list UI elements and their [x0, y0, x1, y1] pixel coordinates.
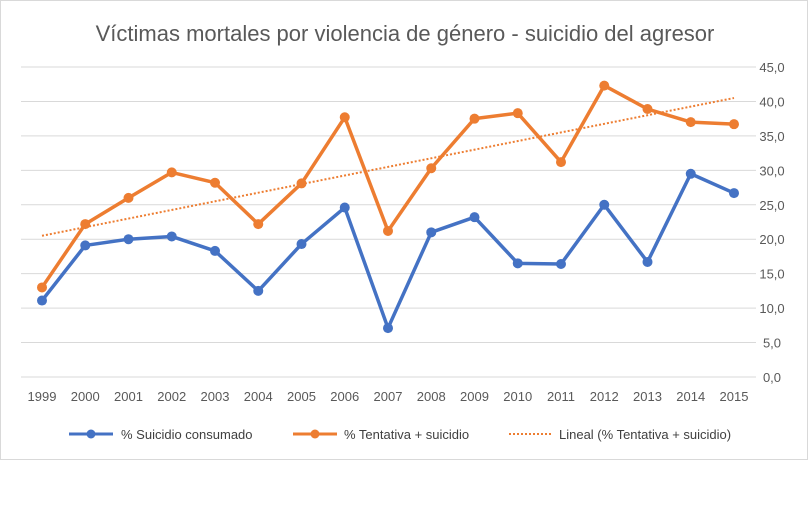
data-point [123, 192, 134, 203]
x-tick-label: 2002 [157, 389, 186, 404]
x-tick-label: 2000 [71, 389, 100, 404]
series-line-1 [40, 83, 735, 289]
data-point [383, 323, 393, 334]
line-chart: Víctimas mortales por violencia de géner… [21, 21, 785, 442]
data-point [253, 219, 264, 230]
series-line-0 [40, 172, 735, 330]
data-point [685, 117, 696, 128]
data-point [123, 234, 134, 245]
x-tick-label: 1999 [28, 389, 57, 404]
x-tick-label: 2003 [201, 389, 230, 404]
legend-label-tentativa: % Tentativa + suicidio [344, 427, 469, 442]
legend: % Suicidio consumado % Tentativa + suici… [69, 427, 731, 442]
legend-label-trend: Lineal (% Tentativa + suicidio) [559, 427, 731, 442]
chart-frame: Víctimas mortales por violencia de géner… [0, 0, 808, 460]
data-point [210, 245, 220, 256]
data-point [729, 188, 739, 199]
x-tick-label: 2004 [244, 389, 273, 404]
data-point [166, 167, 177, 178]
data-point [426, 163, 437, 174]
x-tick-label: 2009 [460, 389, 489, 404]
series-layer [37, 80, 739, 334]
y-tick-label: 0,0 [763, 370, 781, 385]
x-tick-label: 2007 [374, 389, 403, 404]
x-axis-ticks: 1999 2000 2001 2002 2003 2004 2005 2006 2007 2008… [28, 389, 749, 404]
data-point [729, 119, 739, 130]
y-tick-label: 40,0 [759, 94, 784, 109]
data-point [599, 80, 610, 91]
x-tick-label: 2008 [417, 389, 446, 404]
x-tick-label: 2012 [590, 389, 619, 404]
data-point [166, 231, 177, 242]
data-point [469, 212, 480, 223]
x-tick-label: 2006 [330, 389, 359, 404]
data-point [253, 285, 264, 296]
x-tick-label: 2001 [114, 389, 143, 404]
data-point [296, 239, 307, 250]
chart-title: Víctimas mortales por violencia de géner… [96, 21, 715, 46]
trendline-layer [41, 97, 735, 237]
data-point [512, 108, 523, 119]
y-tick-label: 20,0 [759, 232, 784, 247]
x-tick-label: 2010 [503, 389, 532, 404]
legend-label-suicidio: % Suicidio consumado [121, 427, 253, 442]
gridlines [21, 66, 756, 378]
data-point [37, 282, 47, 293]
y-tick-label: 15,0 [759, 267, 784, 282]
trendline [41, 97, 735, 237]
data-point [80, 219, 91, 230]
data-point [556, 259, 566, 270]
data-point [599, 199, 610, 210]
y-tick-label: 10,0 [759, 301, 784, 316]
y-tick-label: 30,0 [759, 163, 784, 178]
x-tick-label: 2005 [287, 389, 316, 404]
y-tick-label: 25,0 [759, 198, 784, 213]
data-point [469, 113, 480, 124]
x-tick-label: 2014 [676, 389, 705, 404]
data-point [80, 240, 91, 251]
data-point [339, 202, 350, 213]
data-point [642, 104, 653, 115]
y-tick-label: 5,0 [763, 336, 781, 351]
x-tick-label: 2015 [720, 389, 749, 404]
data-point [426, 227, 437, 238]
data-point [210, 177, 220, 188]
x-tick-label: 2013 [633, 389, 662, 404]
data-point [296, 178, 307, 189]
y-tick-label: 45,0 [759, 60, 784, 75]
data-point [642, 256, 653, 267]
data-point [37, 295, 47, 306]
legend-marker-tentativa [310, 429, 320, 439]
data-point [685, 168, 696, 179]
x-tick-label: 2011 [547, 389, 575, 404]
data-point [339, 112, 350, 123]
data-point [512, 258, 523, 269]
y-tick-label: 35,0 [759, 129, 784, 144]
data-point [383, 225, 393, 236]
legend-marker-suicidio [86, 429, 96, 439]
y-axis-ticks: 0,0 5,0 10,0 15,0 20,0 25,0 30,0 35,0 40,0 45,0 [759, 60, 784, 385]
data-point [556, 157, 566, 168]
